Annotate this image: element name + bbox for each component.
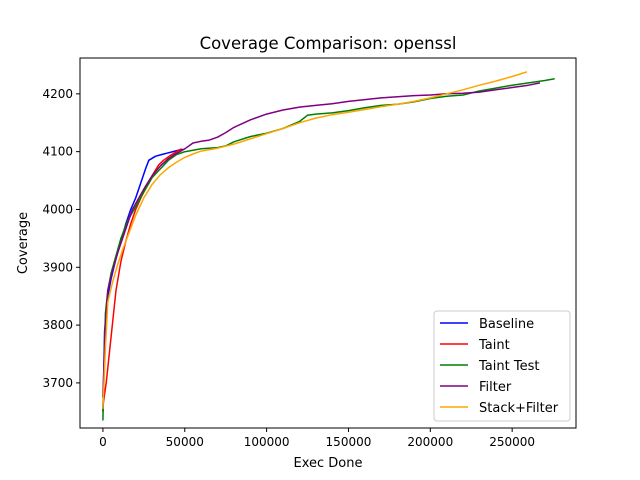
series-line-filter bbox=[102, 82, 541, 398]
x-tick-label: 50000 bbox=[166, 435, 204, 449]
legend-frame bbox=[433, 310, 571, 422]
y-tick-label: 4200 bbox=[42, 87, 73, 101]
y-tick-label: 3900 bbox=[42, 260, 73, 274]
legend-entry-label: Taint Test bbox=[478, 359, 539, 374]
legend-entry-label: Stack+Filter bbox=[479, 401, 559, 416]
chart-title: Coverage Comparison: openssl bbox=[200, 34, 457, 53]
y-axis-label: Coverage bbox=[16, 212, 31, 274]
y-tick-label: 4100 bbox=[42, 145, 73, 159]
legend: Baseline Taint Taint Test Filter Stack+Filte… bbox=[433, 310, 571, 422]
series-layer bbox=[102, 71, 555, 421]
series-line-stack-filter bbox=[102, 71, 528, 409]
x-tick-label: 100000 bbox=[244, 435, 290, 449]
x-tick-label: 250000 bbox=[489, 435, 535, 449]
y-tick-label: 4000 bbox=[42, 202, 73, 216]
x-axis-ticks: 0 50000 100000 150000 200000 250000 bbox=[99, 428, 535, 449]
legend-entry-label: Filter bbox=[479, 380, 512, 395]
y-axis-ticks: 3700 3800 3900 4000 4100 4200 bbox=[42, 87, 80, 390]
x-tick-label: 200000 bbox=[407, 435, 453, 449]
y-tick-label: 3800 bbox=[42, 318, 73, 332]
legend-entry-label: Baseline bbox=[479, 317, 534, 332]
x-tick-label: 150000 bbox=[326, 435, 372, 449]
plot-frame bbox=[79, 57, 577, 429]
x-tick-label: 0 bbox=[99, 435, 107, 449]
legend-entry-label: Taint bbox=[478, 338, 510, 353]
y-tick-label: 3700 bbox=[42, 376, 73, 390]
x-axis-label: Exec Done bbox=[294, 456, 363, 471]
